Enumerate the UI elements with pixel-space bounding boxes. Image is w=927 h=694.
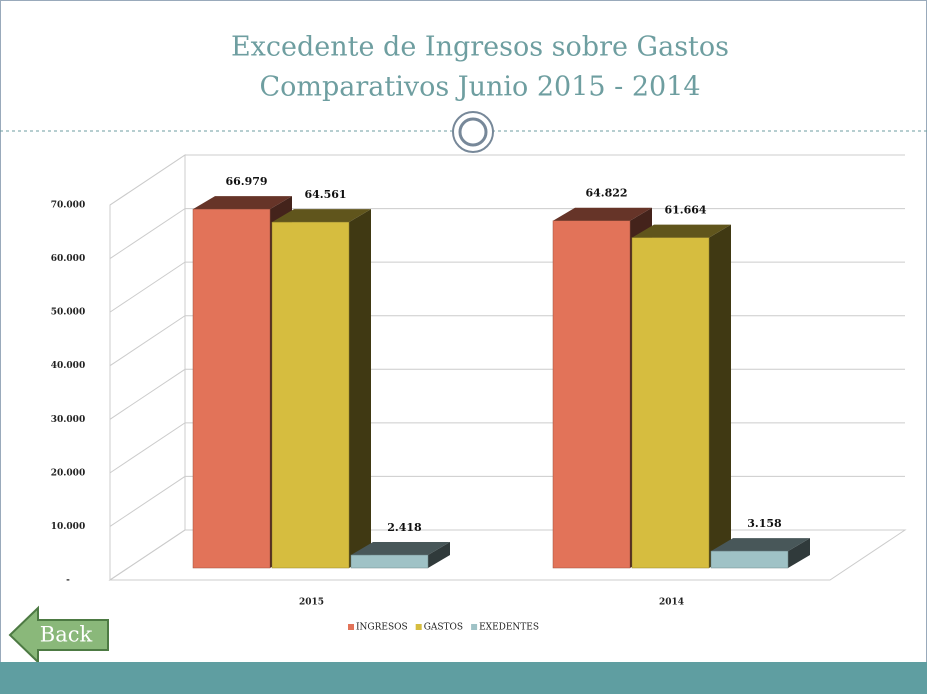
y-tick-label: 30.000	[51, 415, 85, 425]
bar-top	[193, 196, 292, 210]
value-label: 66.979	[225, 175, 267, 188]
y-tick-label: 50.000	[51, 308, 85, 318]
back-button[interactable]: Back	[8, 605, 109, 665]
legend-label: GASTOS	[424, 623, 463, 633]
bar	[552, 220, 631, 569]
bar-side	[788, 538, 810, 568]
y-tick-label: 10.000	[51, 522, 85, 532]
logo-inner	[458, 117, 488, 147]
bar-top	[632, 224, 731, 238]
bar-side	[709, 224, 731, 568]
value-label: 3.158	[747, 517, 782, 530]
legend-label: EXEDENTES	[479, 623, 539, 633]
value-label: 61.664	[664, 204, 706, 217]
y-tick-label: 20.000	[51, 468, 85, 478]
value-label: 64.561	[304, 188, 346, 201]
y-tick-label: 40.000	[51, 361, 85, 371]
bar-side	[428, 542, 450, 568]
bar-top	[711, 538, 810, 552]
bar	[350, 554, 429, 569]
bar	[271, 221, 350, 569]
value-label: 2.418	[387, 521, 422, 534]
bar-top	[272, 209, 371, 223]
legend-label: INGRESOS	[356, 623, 408, 633]
bar	[192, 208, 271, 569]
legend-swatch	[348, 624, 354, 630]
chart-subtitle: Comparativos Junio 2015 - 2014	[259, 72, 700, 103]
y-tick-label: -	[66, 576, 70, 586]
bar	[710, 550, 789, 569]
x-tick-label: 2015	[299, 598, 324, 608]
legend-swatch	[415, 624, 422, 630]
legend-swatch	[471, 624, 478, 630]
y-tick-label: 70.000	[51, 201, 85, 211]
bar-side	[349, 209, 371, 568]
grid-line	[109, 154, 905, 206]
back-label[interactable]: Back	[40, 623, 93, 647]
y-tick-label: 60.000	[51, 254, 85, 264]
bar-top	[351, 542, 450, 556]
bar	[631, 237, 710, 569]
x-tick-label: 2014	[659, 598, 684, 608]
footer-bar	[0, 662, 927, 694]
bar-top	[553, 207, 652, 221]
chart-title: Excedente de Ingresos sobre Gastos	[231, 32, 729, 63]
chart: - 10.000 20.000 30.000 40.000 50.000 60.000 70.…	[51, 154, 907, 633]
back-arrow[interactable]	[8, 605, 109, 665]
value-label: 64.822	[585, 187, 627, 200]
grid-line	[109, 208, 905, 259]
